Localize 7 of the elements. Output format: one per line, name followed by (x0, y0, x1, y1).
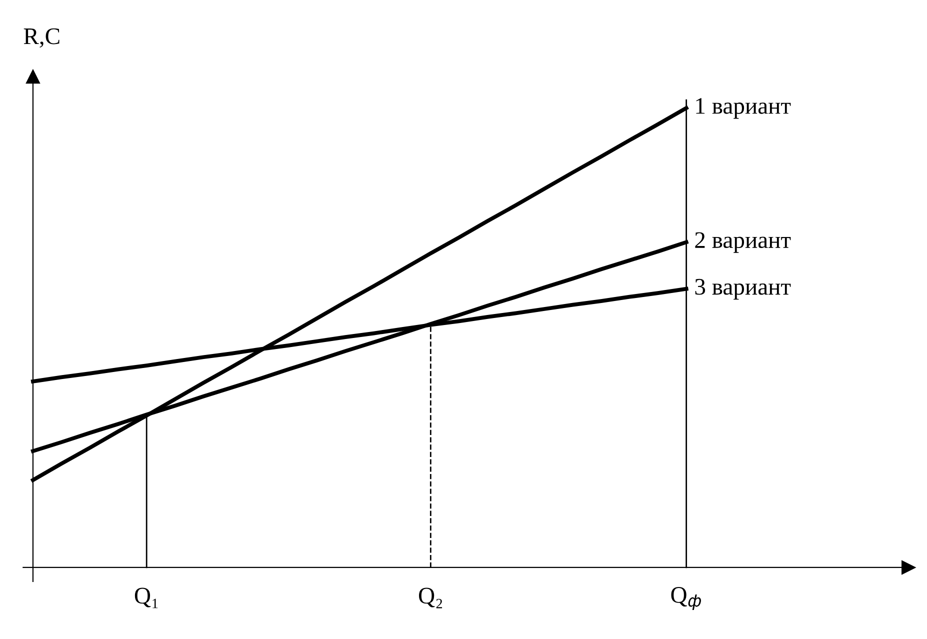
x-tick-label: Q$_{ф}$ (671, 587, 701, 610)
series-label: 3 вариант (695, 278, 791, 300)
x-tick-label: Q₁ (134, 588, 158, 608)
series-label: 2 вариант (695, 232, 791, 253)
series-label: 1 вариант (696, 98, 791, 119)
y-axis-title: R,C (24, 28, 60, 48)
x-tick-label: Q₂ (418, 588, 442, 608)
